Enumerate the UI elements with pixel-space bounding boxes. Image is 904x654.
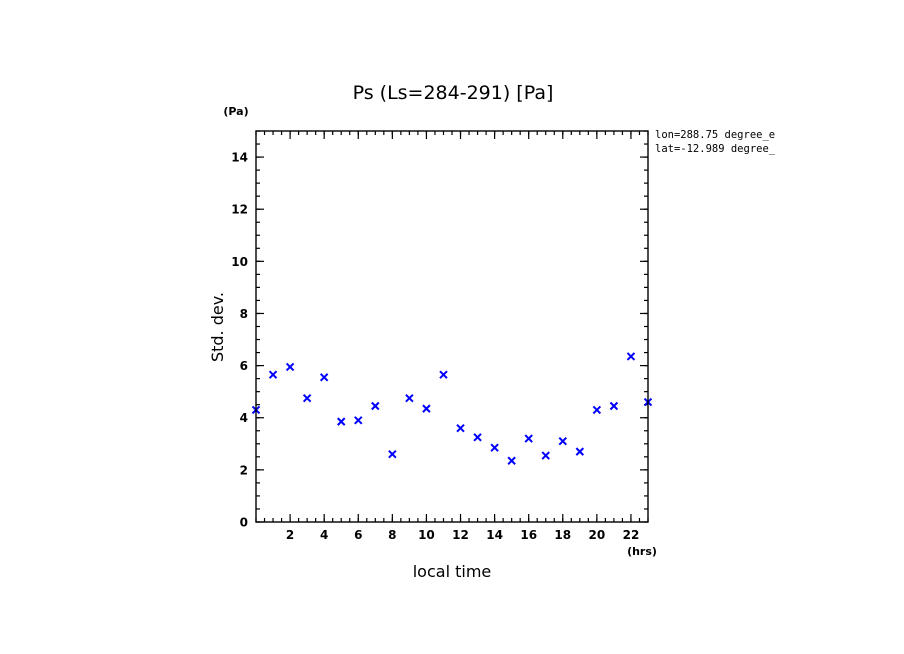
data-markers bbox=[251, 352, 653, 465]
data-point bbox=[626, 352, 636, 361]
y-tick-label: 4 bbox=[240, 411, 248, 425]
latitude-info: lat=-12.989 degree_ bbox=[655, 143, 776, 155]
y-axis-label: Std. dev. bbox=[208, 292, 227, 362]
x-tick-label: 20 bbox=[589, 528, 606, 542]
y-tick-label: 12 bbox=[231, 203, 248, 217]
data-point bbox=[507, 456, 516, 465]
x-tick-label: 18 bbox=[554, 528, 571, 542]
x-axis-label: local time bbox=[413, 562, 492, 581]
y-tick-label: 0 bbox=[240, 516, 248, 530]
data-point bbox=[388, 450, 397, 459]
data-point bbox=[337, 417, 346, 426]
x-tick-label: 8 bbox=[388, 528, 396, 542]
info-clip bbox=[779, 128, 819, 158]
chart-title: Ps (Ls=284-291) [Pa] bbox=[353, 82, 554, 104]
data-point bbox=[575, 447, 585, 456]
x-tick-label: 6 bbox=[354, 528, 362, 542]
y-tick-label: 14 bbox=[231, 151, 248, 165]
axis-ticks bbox=[255, 130, 649, 523]
x-unit-label: (hrs) bbox=[627, 545, 657, 558]
y-tick-label: 6 bbox=[240, 359, 248, 373]
data-point bbox=[592, 405, 602, 415]
x-tick-label: 22 bbox=[623, 528, 640, 542]
x-tick-label: 12 bbox=[452, 528, 469, 542]
longitude-info: lon=288.75 degree_e bbox=[655, 129, 775, 141]
data-point bbox=[405, 393, 414, 403]
y-tick-label: 10 bbox=[231, 255, 248, 269]
x-tick-label: 14 bbox=[486, 528, 503, 542]
tick-labels: 2 4 6 8 10 12 14 16 18 20 22 0 2 4 6 8 10 12 14 bbox=[231, 151, 639, 542]
plot-frame bbox=[255, 130, 649, 523]
data-point bbox=[524, 434, 533, 443]
data-point bbox=[268, 370, 278, 379]
data-point bbox=[558, 436, 567, 446]
x-tick-label: 16 bbox=[520, 528, 537, 542]
data-point bbox=[473, 433, 482, 442]
data-point bbox=[439, 370, 448, 379]
x-tick-label: 2 bbox=[286, 528, 294, 542]
data-point bbox=[609, 401, 619, 411]
data-point bbox=[371, 401, 380, 411]
data-point bbox=[456, 423, 465, 433]
data-point bbox=[302, 393, 312, 403]
x-tick-label: 4 bbox=[320, 528, 328, 542]
data-point bbox=[354, 416, 363, 425]
x-tick-label: 10 bbox=[418, 528, 435, 542]
y-unit-label: (Pa) bbox=[223, 105, 248, 118]
data-point bbox=[422, 404, 431, 413]
data-point bbox=[319, 373, 329, 382]
y-tick-label: 8 bbox=[240, 307, 248, 321]
data-point bbox=[541, 451, 550, 460]
y-tick-label: 2 bbox=[240, 463, 248, 477]
data-point bbox=[490, 443, 499, 452]
data-point bbox=[285, 362, 295, 372]
